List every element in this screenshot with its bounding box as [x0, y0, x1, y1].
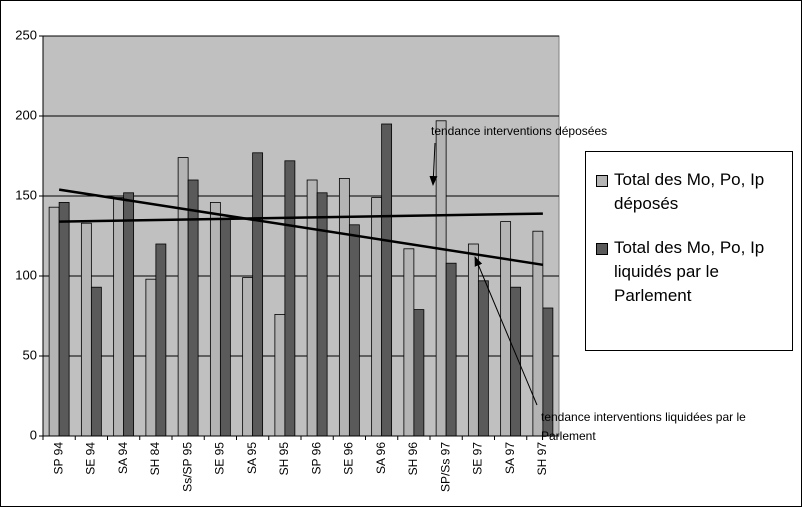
y-tick-label: 150: [15, 187, 37, 202]
x-tick-label: SH 97: [535, 442, 549, 476]
bar: [80, 222, 92, 437]
bar: [145, 278, 157, 437]
legend: Total des Mo, Po, Ip déposés Total des Mo…: [585, 151, 793, 351]
x-tick-label: SA 97: [503, 442, 517, 474]
bar: [242, 277, 254, 437]
legend-entry: Total des Mo, Po, Ip liquidés par le Par…: [596, 236, 786, 308]
legend-swatch: [596, 243, 608, 255]
legend-swatch: [596, 175, 608, 187]
annotation: tendance interventions liquidées par le …: [541, 410, 746, 443]
x-tick-label: SP/Ss 97: [438, 442, 452, 492]
annotation-arrow: [429, 142, 438, 186]
y-tick-label: 0: [30, 427, 37, 442]
x-tick-label: SA 94: [116, 442, 130, 474]
annotation: tendance interventions déposées: [431, 124, 608, 138]
bar: [90, 286, 102, 437]
bar: [413, 309, 425, 437]
annotation-arrow: [474, 256, 538, 406]
bar: [445, 262, 457, 437]
bar: [477, 280, 489, 437]
bar: [123, 192, 135, 437]
trend-line: [59, 212, 543, 223]
bar: [532, 230, 544, 437]
bar: [274, 313, 286, 437]
bar: [467, 243, 479, 437]
y-tick-label: 250: [15, 27, 37, 42]
bar: [381, 123, 393, 437]
x-tick-label: SE 95: [213, 442, 227, 475]
y-tick-label: 100: [15, 267, 37, 282]
x-tick-label: SE 96: [342, 442, 356, 475]
bar: [58, 201, 70, 437]
legend-label: Total des Mo, Po, Ip liquidés par le Par…: [614, 238, 765, 305]
y-tick-label: 50: [23, 347, 37, 362]
bar: [371, 197, 383, 437]
bar: [219, 217, 231, 437]
x-tick-label: SH 84: [148, 442, 162, 476]
x-tick-label: SE 97: [471, 442, 485, 475]
bar: [403, 248, 415, 437]
legend-label: Total des Mo, Po, Ip déposés: [614, 170, 765, 213]
x-tick-label: SA 96: [374, 442, 388, 474]
legend-entry: Total des Mo, Po, Ip déposés: [596, 168, 786, 216]
bar: [435, 120, 447, 437]
x-tick-label: SH 96: [406, 442, 420, 476]
bar: [209, 201, 221, 437]
bar: [348, 224, 360, 437]
bar: [177, 157, 189, 437]
x-tick-label: SE 94: [84, 442, 98, 475]
bar: [252, 152, 264, 437]
trend-line: [58, 188, 544, 267]
bar: [500, 221, 512, 437]
bar: [48, 206, 60, 437]
x-tick-label: Ss/SP 95: [180, 442, 194, 492]
x-tick-label: SH 95: [277, 442, 291, 476]
bar: [113, 197, 125, 437]
bar: [155, 243, 167, 437]
x-tick-label: SA 95: [245, 442, 259, 474]
x-tick-label: SP 96: [309, 442, 323, 475]
y-tick-label: 200: [15, 107, 37, 122]
x-tick-label: SP 94: [51, 442, 65, 475]
bar: [284, 160, 296, 437]
